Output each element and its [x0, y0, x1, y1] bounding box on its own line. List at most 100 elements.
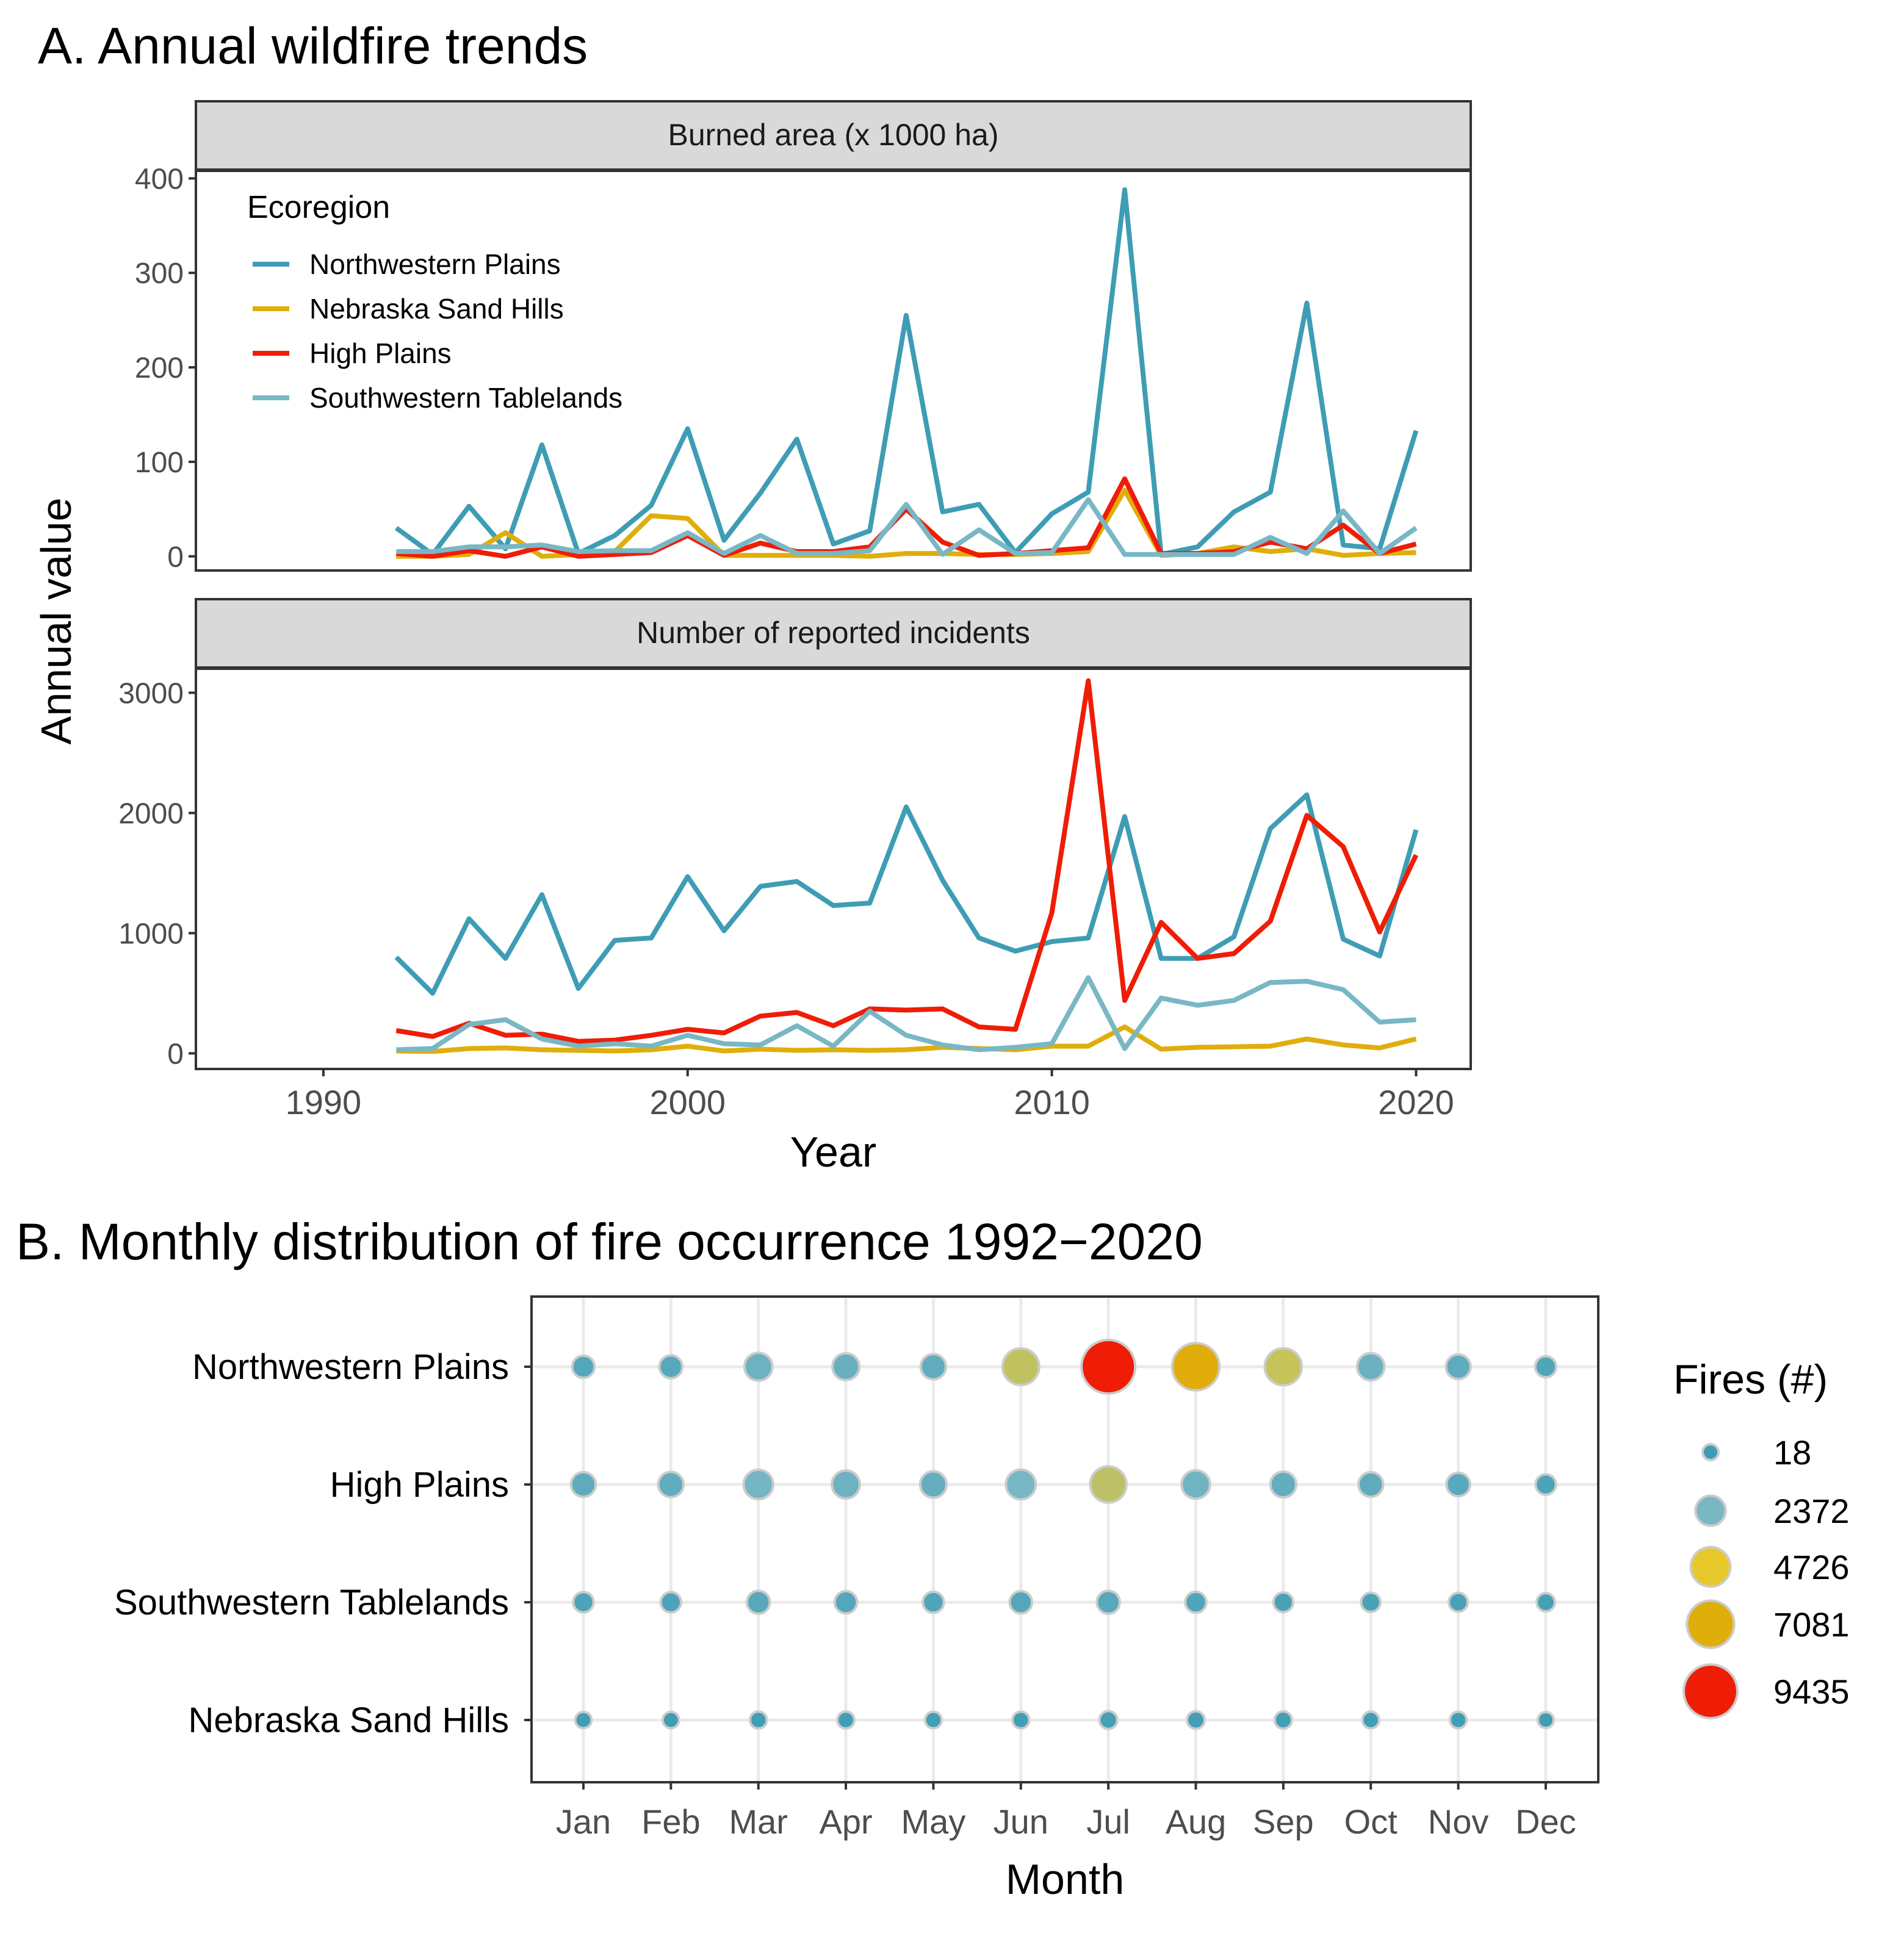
y-tick-label: Southwestern Tablelands	[114, 1583, 509, 1622]
bubble-plot-border	[530, 1295, 1599, 1783]
x-tick-label: Aug	[1166, 1802, 1227, 1841]
y-tick-label: 0	[167, 1038, 184, 1070]
bubble-northwestern-plains-feb	[658, 1354, 684, 1380]
series-line-northwestern-plains	[394, 792, 1419, 996]
bubble-nebraska-sand-hills-jan	[574, 1710, 593, 1730]
bubble-northwestern-plains-aug	[1170, 1342, 1221, 1392]
y-tick-label: 1000	[118, 918, 184, 950]
bubble-northwestern-plains-apr	[831, 1352, 861, 1381]
bubble-nebraska-sand-hills-oct	[1361, 1710, 1380, 1730]
x-tick-label: Oct	[1344, 1802, 1398, 1841]
size-legend-label: 7081	[1773, 1605, 1850, 1644]
size-legend-key	[1686, 1599, 1736, 1649]
bubble-nebraska-sand-hills-jun	[1011, 1710, 1031, 1730]
facet-strip-burned-area	[195, 100, 1472, 171]
y-axis-ecoregion: Northwestern Plains High Plains Southweste…	[114, 1347, 532, 1740]
size-legend-key	[1701, 1443, 1720, 1461]
size-legend-label: 18	[1773, 1433, 1811, 1472]
bubble-southwestern-tablelands-mar	[745, 1589, 771, 1615]
bubble-southwestern-tablelands-may	[921, 1590, 945, 1614]
bubble-nebraska-sand-hills-feb	[661, 1710, 680, 1730]
bubble-nebraska-sand-hills-dec	[1536, 1711, 1555, 1729]
x-tick-label: 2020	[1378, 1083, 1454, 1121]
panel-a-title: A. Annual wildfire trends	[38, 17, 588, 74]
bubble-layer	[569, 1339, 1558, 1730]
legend-label-high-plains: High Plains	[309, 337, 452, 369]
bubble-southwestern-tablelands-oct	[1360, 1591, 1382, 1613]
y-tick-label: 200	[135, 352, 184, 384]
legend-label-southwestern-tablelands: Southwestern Tablelands	[309, 382, 622, 414]
plot-panel-border	[195, 668, 1472, 1070]
bubble-high-plains-jul	[1089, 1465, 1128, 1504]
x-axis-month: Jan Feb Mar Apr May Jun Jul Aug Sep Oct Nov Dec	[556, 1782, 1576, 1841]
bubble-southwestern-tablelands-feb	[659, 1591, 683, 1614]
plot-panel-burned-area	[196, 171, 1471, 570]
bubble-nebraska-sand-hills-sep	[1273, 1710, 1293, 1730]
bubble-nebraska-sand-hills-nov	[1449, 1710, 1468, 1730]
x-tick-label: 1990	[286, 1083, 362, 1121]
legend-label-northwestern-plains: Northwestern Plains	[309, 248, 561, 280]
series-line-high-plains	[395, 678, 1419, 1044]
bubble-northwestern-plains-dec	[1534, 1355, 1558, 1379]
x-axis-title: Month	[1006, 1855, 1125, 1903]
bubble-nebraska-sand-hills-may	[923, 1710, 943, 1730]
size-legend-keys: 18 2372 4726 7081 9435	[1682, 1433, 1850, 1719]
panel-a: A. Annual wildfire trends Burned area (x…	[32, 17, 1472, 1176]
series-layer	[394, 187, 1419, 559]
x-tick-label: May	[901, 1802, 966, 1841]
bubble-northwestern-plains-mar	[743, 1351, 774, 1382]
y-axis-title: Annual value	[32, 498, 80, 745]
bubble-high-plains-oct	[1357, 1470, 1385, 1499]
facet-incidents: Number of reported incidents 0 1000 2000 30…	[118, 598, 1472, 1070]
bubble-northwestern-plains-jun	[1001, 1347, 1040, 1386]
x-tick-label: Apr	[820, 1802, 873, 1841]
y-tick-label: 400	[135, 163, 184, 195]
bubble-northwestern-plains-nov	[1444, 1353, 1472, 1381]
x-tick-label: 2000	[649, 1083, 726, 1121]
y-tick-label: 2000	[118, 797, 184, 830]
bubble-northwestern-plains-jan	[571, 1354, 596, 1380]
facet-burned-area: Burned area (x 1000 ha) 0 100 200 300 400 Ec…	[135, 100, 1472, 574]
y-tick-label: High Plains	[330, 1465, 509, 1505]
facet-strip-label: Number of reported incidents	[636, 616, 1030, 650]
bubble-high-plains-apr	[831, 1469, 861, 1500]
size-legend-key	[1682, 1663, 1739, 1719]
size-legend-title: Fires (#)	[1673, 1356, 1828, 1403]
series-line-nebraska-sand-hills	[396, 1024, 1417, 1054]
x-tick-label: Nov	[1428, 1802, 1489, 1841]
series-layer	[394, 678, 1419, 1054]
bubble-northwestern-plains-may	[919, 1353, 948, 1381]
bubble-northwestern-plains-oct	[1355, 1351, 1386, 1382]
bubble-high-plains-sep	[1269, 1470, 1297, 1499]
legend-title: Ecoregion	[247, 190, 390, 225]
bubble-high-plains-mar	[742, 1468, 774, 1501]
y-axis-incidents: 0 1000 2000 3000	[118, 677, 196, 1070]
bubble-nebraska-sand-hills-jul	[1098, 1710, 1119, 1730]
size-legend-key	[1689, 1546, 1732, 1588]
bubble-southwestern-tablelands-sep	[1272, 1591, 1294, 1614]
bubble-northwestern-plains-sep	[1263, 1347, 1304, 1387]
fires-size-legend: Fires (#) 18 2372 4726 7081 9435	[1673, 1356, 1850, 1719]
bubble-high-plains-dec	[1534, 1473, 1557, 1496]
bubble-high-plains-jun	[1004, 1468, 1037, 1501]
series-line-northwestern-plains	[394, 187, 1419, 557]
bubble-southwestern-tablelands-apr	[833, 1589, 859, 1615]
size-legend-label: 4726	[1773, 1548, 1850, 1586]
x-tick-label: Jan	[556, 1802, 611, 1841]
bubble-nebraska-sand-hills-aug	[1186, 1710, 1206, 1730]
x-tick-label: Feb	[641, 1802, 701, 1841]
size-legend-label: 9435	[1773, 1672, 1850, 1711]
y-tick-label: 3000	[118, 677, 184, 710]
x-axis-title: Year	[790, 1128, 876, 1176]
legend-label-nebraska-sand-hills: Nebraska Sand Hills	[309, 293, 564, 325]
y-tick-label: Northwestern Plains	[192, 1347, 509, 1387]
y-axis-burned-area: 0 100 200 300 400	[135, 163, 196, 574]
bubble-high-plains-jan	[569, 1470, 597, 1499]
ecoregion-legend: Ecoregion Northwestern Plains Nebraska S…	[247, 190, 622, 414]
bubble-high-plains-aug	[1180, 1469, 1211, 1500]
bubble-high-plains-feb	[657, 1470, 685, 1499]
size-legend-key	[1694, 1494, 1727, 1527]
bubble-southwestern-tablelands-jun	[1008, 1589, 1034, 1615]
facet-strip-label: Burned area (x 1000 ha)	[668, 118, 998, 152]
